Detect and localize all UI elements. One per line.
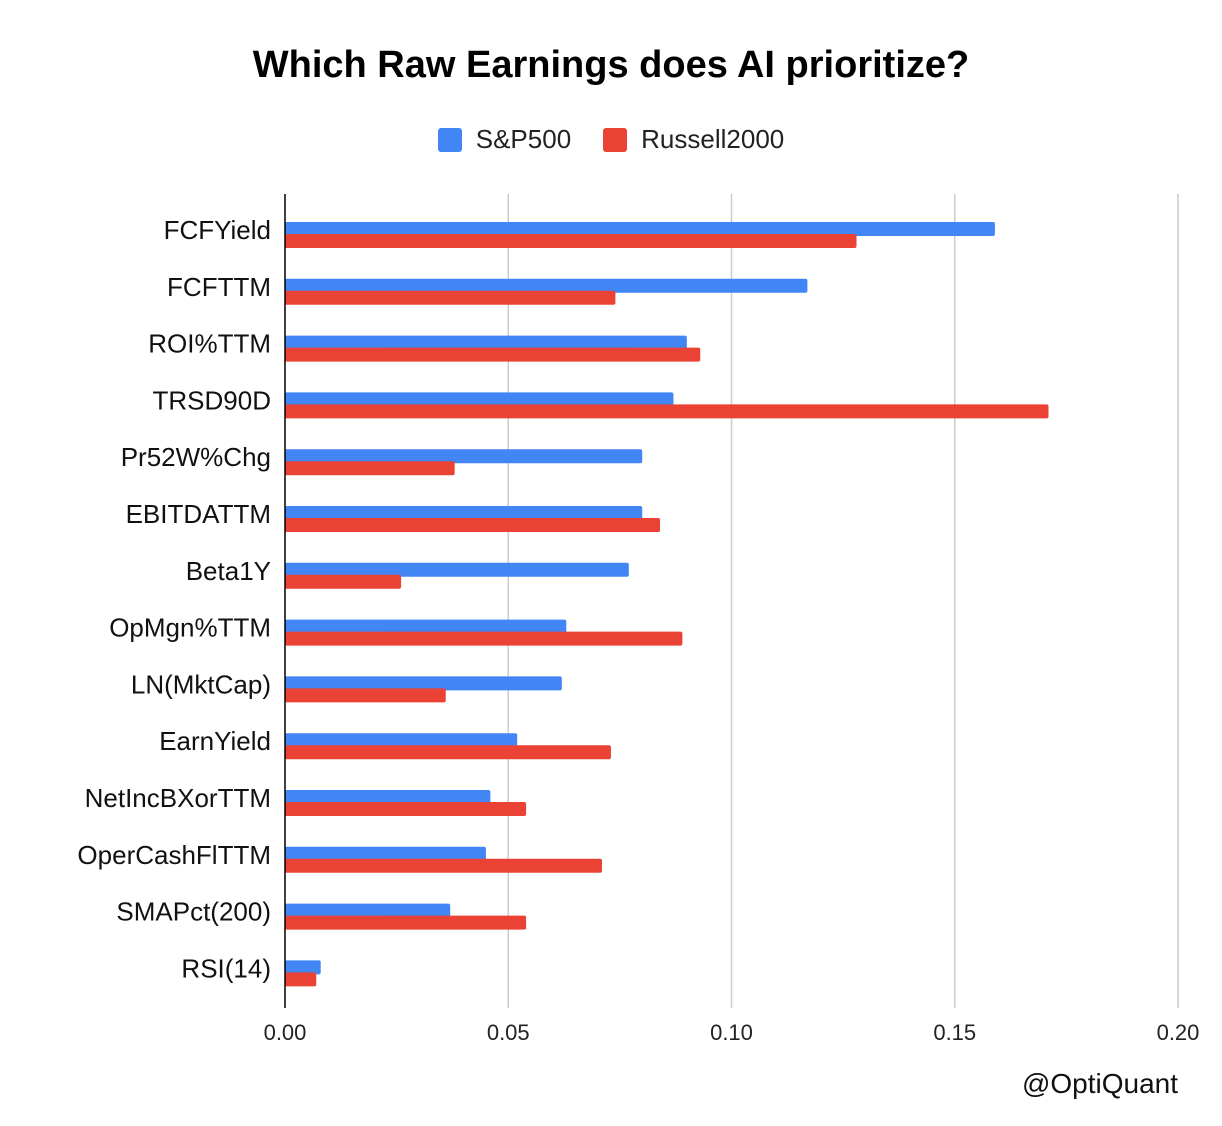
category-label: EarnYield [159, 726, 271, 756]
chart-title: Which Raw Earnings does AI prioritize? [252, 44, 970, 86]
bar-russell2000 [285, 915, 527, 930]
bar-sp500 [285, 392, 674, 407]
bar-russell2000 [285, 972, 317, 987]
bar-sp500 [285, 222, 995, 236]
bar-sp500 [285, 335, 687, 350]
bar-russell2000 [285, 802, 527, 816]
category-label: NetIncBXorTTM [85, 783, 271, 813]
legend-item-sp500: S&P500 [437, 124, 572, 155]
watermark: @OptiQuant [1021, 1068, 1178, 1099]
category-label: LN(MktCap) [131, 669, 271, 699]
category-label: Beta1Y [186, 556, 271, 586]
bar-russell2000 [285, 574, 402, 589]
x-tick-label: 0.00 [264, 1020, 307, 1045]
bar-russell2000 [285, 518, 661, 532]
x-tick-label: 0.10 [710, 1020, 753, 1045]
category-label: ROI%TTM [148, 329, 271, 359]
legend-label-sp500: S&P500 [475, 124, 572, 154]
x-tick-label: 0.05 [487, 1020, 530, 1045]
bar-russell2000 [285, 461, 455, 476]
chart-legend: S&P500 Russell2000 [0, 124, 1222, 155]
category-label: Pr52W%Chg [121, 442, 271, 472]
bar-sp500 [285, 278, 808, 293]
legend-label-russell2000: Russell2000 [641, 124, 785, 154]
bar-russell2000 [285, 404, 1049, 419]
category-label: RSI(14) [181, 953, 271, 983]
bar-sp500 [285, 562, 629, 577]
bar-russell2000 [285, 234, 857, 248]
legend-swatch-russell2000 [603, 127, 628, 152]
category-label: OpMgn%TTM [109, 613, 271, 643]
bar-sp500 [285, 506, 643, 520]
category-label: TRSD90D [153, 385, 271, 415]
bar-russell2000 [285, 688, 446, 703]
category-label: FCFTTM [167, 272, 271, 302]
bar-sp500 [285, 733, 518, 748]
bar-sp500 [285, 619, 567, 634]
legend-swatch-sp500 [437, 127, 462, 152]
category-label: FCFYield [164, 215, 271, 245]
bar-sp500 [285, 449, 643, 464]
bar-sp500 [285, 960, 321, 975]
bar-russell2000 [285, 858, 603, 873]
bar-russell2000 [285, 347, 701, 362]
bar-sp500 [285, 846, 486, 861]
bar-sp500 [285, 790, 491, 804]
x-tick-label: 0.15 [933, 1020, 976, 1045]
bar-sp500 [285, 903, 451, 918]
category-label: OperCashFlTTM [77, 840, 271, 870]
x-tick-label: 0.20 [1157, 1020, 1200, 1045]
category-label: EBITDATTM [126, 499, 271, 529]
bar-russell2000 [285, 745, 611, 760]
bar-russell2000 [285, 290, 616, 305]
bar-sp500 [285, 676, 562, 691]
legend-item-russell2000: Russell2000 [603, 124, 784, 155]
category-label: SMAPct(200) [116, 897, 271, 927]
bar-russell2000 [285, 631, 683, 646]
